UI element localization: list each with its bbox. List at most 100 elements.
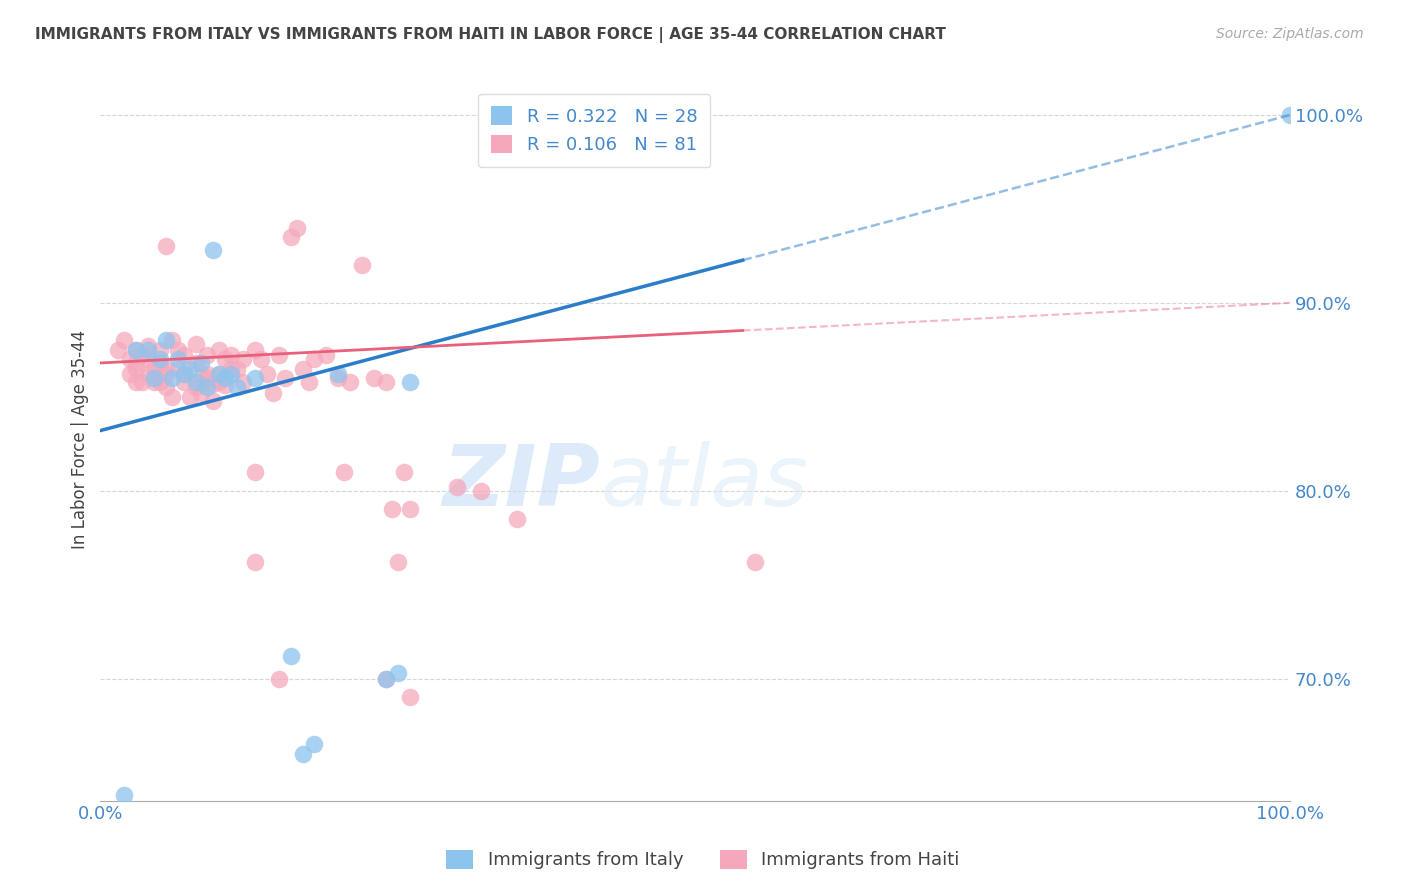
Point	[125, 361, 148, 376]
Point	[107, 343, 129, 357]
Point	[243, 555, 266, 569]
Point	[328, 371, 350, 385]
Point	[304, 352, 326, 367]
Point	[214, 352, 236, 367]
Point	[197, 348, 219, 362]
Point	[352, 258, 374, 272]
Point	[125, 343, 148, 357]
Point	[328, 368, 350, 382]
Point	[190, 386, 212, 401]
Point	[226, 380, 249, 394]
Point	[173, 348, 195, 362]
Point	[285, 220, 308, 235]
Point	[190, 356, 212, 370]
Point	[232, 352, 254, 367]
Legend: R = 0.322   N = 28, R = 0.106   N = 81: R = 0.322 N = 28, R = 0.106 N = 81	[478, 94, 710, 167]
Point	[149, 343, 172, 357]
Point	[243, 371, 266, 385]
Point	[232, 375, 254, 389]
Point	[149, 375, 172, 389]
Point	[160, 334, 183, 348]
Point	[291, 747, 314, 761]
Point	[166, 343, 188, 357]
Point	[208, 368, 231, 382]
Point	[214, 371, 236, 385]
Point	[1279, 108, 1302, 122]
Point	[160, 390, 183, 404]
Point	[155, 361, 177, 376]
Point	[166, 361, 188, 376]
Point	[339, 375, 361, 389]
Point	[184, 380, 207, 394]
Point	[291, 361, 314, 376]
Point	[208, 375, 231, 389]
Point	[131, 375, 153, 389]
Point	[142, 375, 165, 389]
Legend: Immigrants from Italy, Immigrants from Haiti: Immigrants from Italy, Immigrants from H…	[437, 841, 969, 879]
Point	[184, 356, 207, 370]
Point	[267, 348, 290, 362]
Point	[136, 352, 159, 367]
Point	[381, 502, 404, 516]
Point	[398, 690, 420, 705]
Point	[190, 371, 212, 385]
Point	[125, 343, 148, 357]
Point	[256, 368, 278, 382]
Point	[120, 352, 142, 367]
Point	[208, 368, 231, 382]
Point	[392, 465, 415, 479]
Point	[226, 361, 249, 376]
Point	[202, 376, 225, 391]
Point	[208, 343, 231, 357]
Point	[173, 368, 195, 382]
Point	[219, 368, 242, 382]
Point	[446, 480, 468, 494]
Point	[112, 334, 135, 348]
Point	[387, 665, 409, 680]
Point	[173, 375, 195, 389]
Point	[280, 648, 302, 663]
Point	[184, 375, 207, 389]
Point	[112, 788, 135, 802]
Point	[315, 348, 337, 362]
Text: Source: ZipAtlas.com: Source: ZipAtlas.com	[1216, 27, 1364, 41]
Point	[149, 356, 172, 370]
Point	[166, 352, 188, 367]
Point	[387, 555, 409, 569]
Point	[363, 371, 385, 385]
Point	[136, 339, 159, 353]
Point	[219, 361, 242, 376]
Point	[120, 368, 142, 382]
Point	[262, 386, 284, 401]
Point	[155, 368, 177, 382]
Point	[280, 230, 302, 244]
Point	[136, 368, 159, 382]
Point	[197, 380, 219, 394]
Point	[155, 380, 177, 394]
Text: ZIP: ZIP	[443, 441, 600, 524]
Point	[398, 375, 420, 389]
Point	[202, 244, 225, 258]
Point	[470, 483, 492, 498]
Point	[142, 371, 165, 385]
Point	[374, 672, 396, 686]
Point	[374, 672, 396, 686]
Point	[243, 465, 266, 479]
Point	[173, 368, 195, 382]
Point	[304, 737, 326, 751]
Point	[149, 352, 172, 367]
Point	[214, 378, 236, 392]
Point	[333, 465, 356, 479]
Point	[142, 361, 165, 376]
Point	[179, 361, 201, 376]
Point	[197, 368, 219, 382]
Point	[374, 375, 396, 389]
Point	[398, 502, 420, 516]
Point	[219, 348, 242, 362]
Point	[202, 393, 225, 408]
Point	[179, 390, 201, 404]
Point	[125, 356, 148, 370]
Point	[197, 371, 219, 385]
Point	[744, 555, 766, 569]
Point	[125, 375, 148, 389]
